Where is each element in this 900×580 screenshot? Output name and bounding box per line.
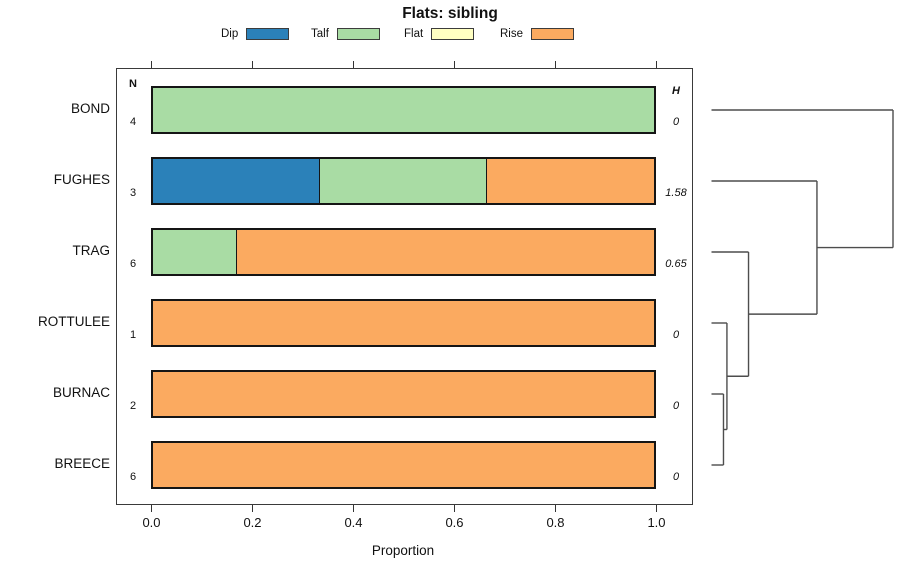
- legend-swatch-dip-icon: [246, 27, 290, 40]
- row-label: BREECE: [54, 456, 110, 471]
- x-tick-top: [554, 61, 557, 68]
- legend-item-flat: Flat: [404, 26, 475, 41]
- bar-segment-rise: [153, 301, 654, 345]
- h-column-header: H: [672, 85, 680, 97]
- bar-segment-rise: [153, 443, 654, 487]
- row-label: BURNAC: [52, 385, 110, 400]
- x-tick-bottom: [655, 505, 658, 512]
- h-value: 0: [672, 116, 680, 128]
- legend-item-dip: Dip: [221, 26, 290, 41]
- x-tick-label: 1.0: [647, 515, 666, 530]
- row-label: BOND: [70, 101, 110, 116]
- row-label: FUGHES: [53, 172, 110, 187]
- n-value: 6: [129, 258, 137, 270]
- row-label: TRAG: [72, 243, 110, 258]
- n-value: 1: [129, 329, 137, 341]
- bar-segment-rise: [236, 230, 654, 274]
- legend-swatch-talf-icon: [336, 27, 380, 40]
- bar: [151, 370, 656, 418]
- x-tick-label: 0.8: [546, 515, 565, 530]
- legend-swatch-flat-icon: [431, 27, 475, 40]
- x-axis-title: Proportion: [371, 543, 435, 558]
- n-value: 4: [129, 116, 137, 128]
- n-column-header: N: [129, 78, 137, 90]
- bar-segment-talf: [319, 159, 487, 203]
- bar-segment-rise: [153, 372, 654, 416]
- x-tick-bottom: [352, 505, 355, 512]
- n-value: 6: [129, 471, 137, 483]
- n-value: 2: [129, 400, 137, 412]
- x-tick-label: 0.0: [142, 515, 161, 530]
- legend-label: Flat: [404, 27, 424, 40]
- legend-swatch-rise-icon: [531, 27, 575, 40]
- legend-label: Talf: [311, 27, 329, 40]
- x-tick-label: 0.4: [344, 515, 363, 530]
- bar: [151, 441, 656, 489]
- plot-box: [116, 68, 693, 505]
- bar: [151, 228, 656, 276]
- h-value: 0: [672, 400, 680, 412]
- x-tick-label: 0.6: [445, 515, 464, 530]
- x-tick-bottom: [251, 505, 254, 512]
- h-value: 0.65: [665, 258, 687, 270]
- bar-segment-dip: [153, 159, 320, 203]
- x-tick-bottom: [554, 505, 557, 512]
- bar-segment-talf: [153, 230, 237, 274]
- legend-item-rise: Rise: [500, 26, 575, 41]
- x-tick-bottom: [453, 505, 456, 512]
- bar: [151, 86, 656, 134]
- x-tick-top: [251, 61, 254, 68]
- bar-segment-talf: [153, 88, 654, 132]
- legend-label: Dip: [221, 27, 239, 40]
- bar-segment-rise: [486, 159, 654, 203]
- n-value: 3: [129, 187, 137, 199]
- h-value: 0: [672, 471, 680, 483]
- x-tick-bottom: [150, 505, 153, 512]
- row-label: ROTTULEE: [37, 314, 110, 329]
- legend-item-talf: Talf: [311, 26, 380, 41]
- chart-title: Flats: sibling: [402, 5, 498, 22]
- bar: [151, 299, 656, 347]
- x-tick-label: 0.2: [243, 515, 262, 530]
- x-tick-top: [453, 61, 456, 68]
- x-tick-top: [352, 61, 355, 68]
- legend-label: Rise: [500, 27, 524, 40]
- bar: [151, 157, 656, 205]
- x-tick-top: [150, 61, 153, 68]
- h-value: 0: [672, 329, 680, 341]
- h-value: 1.58: [665, 187, 687, 199]
- x-tick-top: [655, 61, 658, 68]
